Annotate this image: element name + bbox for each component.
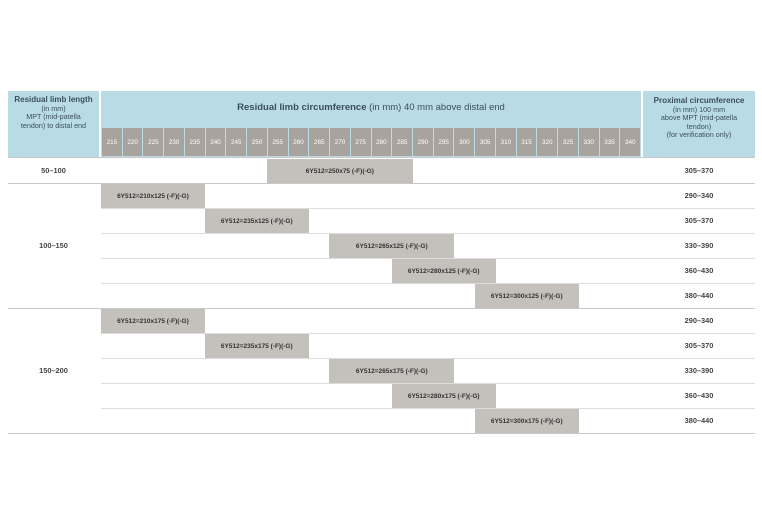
product-size-bar: 6Y512=210x125 (-F)(-G) (101, 184, 205, 208)
circumference-size-cell: 295 (433, 128, 454, 156)
length-range-label: 150–200 (39, 365, 68, 375)
circumference-size-cell: 330 (578, 128, 599, 156)
row-divider (101, 408, 755, 409)
proximal-range: 290–340 (684, 191, 714, 200)
group-divider (8, 433, 755, 434)
product-size-bar: 6Y512=300x175 (-F)(-G) (474, 409, 579, 433)
proximal-range: 360–430 (684, 266, 714, 275)
proximal-header-cell (643, 91, 755, 157)
proximal-range: 330–390 (684, 366, 714, 375)
proximal-range: 330–390 (684, 241, 714, 250)
circumference-size-cell: 320 (537, 128, 558, 156)
circumference-size-cell: 245 (226, 128, 247, 156)
length-header-title: Residual limb length (14, 95, 93, 104)
product-size-bar: 6Y512=300x125 (-F)(-G) (474, 284, 579, 308)
circumference-size-cell: 310 (495, 128, 516, 156)
row-divider (101, 383, 755, 384)
proximal-range: 380–440 (684, 291, 714, 300)
product-size-bar: 6Y512=250x75 (-F)(-G) (267, 159, 413, 183)
proximal-range: 305–370 (684, 341, 714, 350)
circumference-header: Residual limb circumference (in mm) 40 m… (101, 102, 641, 113)
circumference-size-cell: 215 (102, 128, 122, 156)
row-divider (101, 208, 755, 209)
proximal-range: 380–440 (684, 416, 714, 425)
length-header-cell (8, 91, 99, 157)
length-range-label: 100–150 (39, 240, 68, 250)
circumference-size-cell: 265 (309, 128, 330, 156)
circumference-size-cell: 335 (599, 128, 620, 156)
product-size-bar: 6Y512=265x175 (-F)(-G) (329, 359, 455, 383)
product-size-bar: 6Y512=280x175 (-F)(-G) (391, 384, 496, 408)
length-header-line: (in mm) (41, 103, 66, 113)
circumference-size-cell: 235 (184, 128, 205, 156)
circumference-size-cell: 285 (392, 128, 413, 156)
length-header-line: MPT (mid-patella (26, 112, 81, 122)
group-divider (8, 183, 755, 184)
group-divider (8, 157, 755, 158)
proximal-range: 305–370 (684, 166, 714, 175)
circumference-size-cell: 255 (267, 128, 288, 156)
circumference-size-cell: 240 (205, 128, 226, 156)
row-divider (101, 358, 755, 359)
circumference-size-cell: 275 (350, 128, 371, 156)
proximal-header-line: (in mm) 100 mm (672, 104, 726, 114)
proximal-header-line: (for verification only) (666, 130, 732, 140)
circumference-header-title: Residual limb circumference (237, 102, 367, 113)
circumference-size-cell: 325 (558, 128, 578, 156)
proximal-range: 290–340 (684, 316, 714, 325)
row-divider (101, 258, 755, 259)
product-size-bar: 6Y512=235x175 (-F)(-G) (204, 334, 309, 358)
row-divider (101, 283, 755, 284)
proximal-range: 360–430 (684, 391, 714, 400)
proximal-header: Proximal circumference (in mm) 100 mm ab… (643, 96, 755, 140)
row-divider (101, 233, 755, 234)
circumference-header-subtitle: (in mm) 40 mm above distal end (366, 102, 505, 113)
circumference-size-cell: 230 (164, 128, 184, 156)
product-size-bar: 6Y512=210x175 (-F)(-G) (101, 309, 205, 333)
proximal-range: 305–370 (684, 216, 714, 225)
length-header-line: tendon) to distal end (20, 120, 87, 130)
circumference-size-cell: 315 (516, 128, 537, 156)
product-size-bar: 6Y512=235x125 (-F)(-G) (204, 209, 309, 233)
circumference-size-cell: 250 (247, 128, 267, 156)
circumference-size-cell: 290 (413, 128, 433, 156)
length-header: Residual limb length (in mm) MPT (mid-pa… (8, 95, 99, 130)
circumference-size-cell: 340 (620, 128, 641, 156)
proximal-header-title: Proximal circumference (653, 96, 745, 105)
circumference-size-cell: 225 (143, 128, 164, 156)
circumference-size-cell: 220 (122, 128, 143, 156)
circumference-size-cell: 300 (454, 128, 475, 156)
circumference-size-cell: 270 (330, 128, 350, 156)
product-size-bar: 6Y512=265x125 (-F)(-G) (329, 234, 455, 258)
product-size-bar: 6Y512=280x125 (-F)(-G) (391, 259, 496, 283)
group-divider (8, 308, 755, 309)
proximal-header-line: tendon) (686, 121, 712, 131)
row-divider (101, 333, 755, 334)
proximal-header-line: above MPT (mid-patella (660, 113, 738, 123)
circumference-size-cell: 305 (475, 128, 495, 156)
circumference-size-cell: 280 (371, 128, 392, 156)
circumference-size-row: 215 220 225 230 235 240 245 250 255 260 265 270 275 2… (101, 128, 641, 156)
circumference-size-cell: 260 (288, 128, 309, 156)
length-range-label: 50–100 (41, 165, 66, 175)
